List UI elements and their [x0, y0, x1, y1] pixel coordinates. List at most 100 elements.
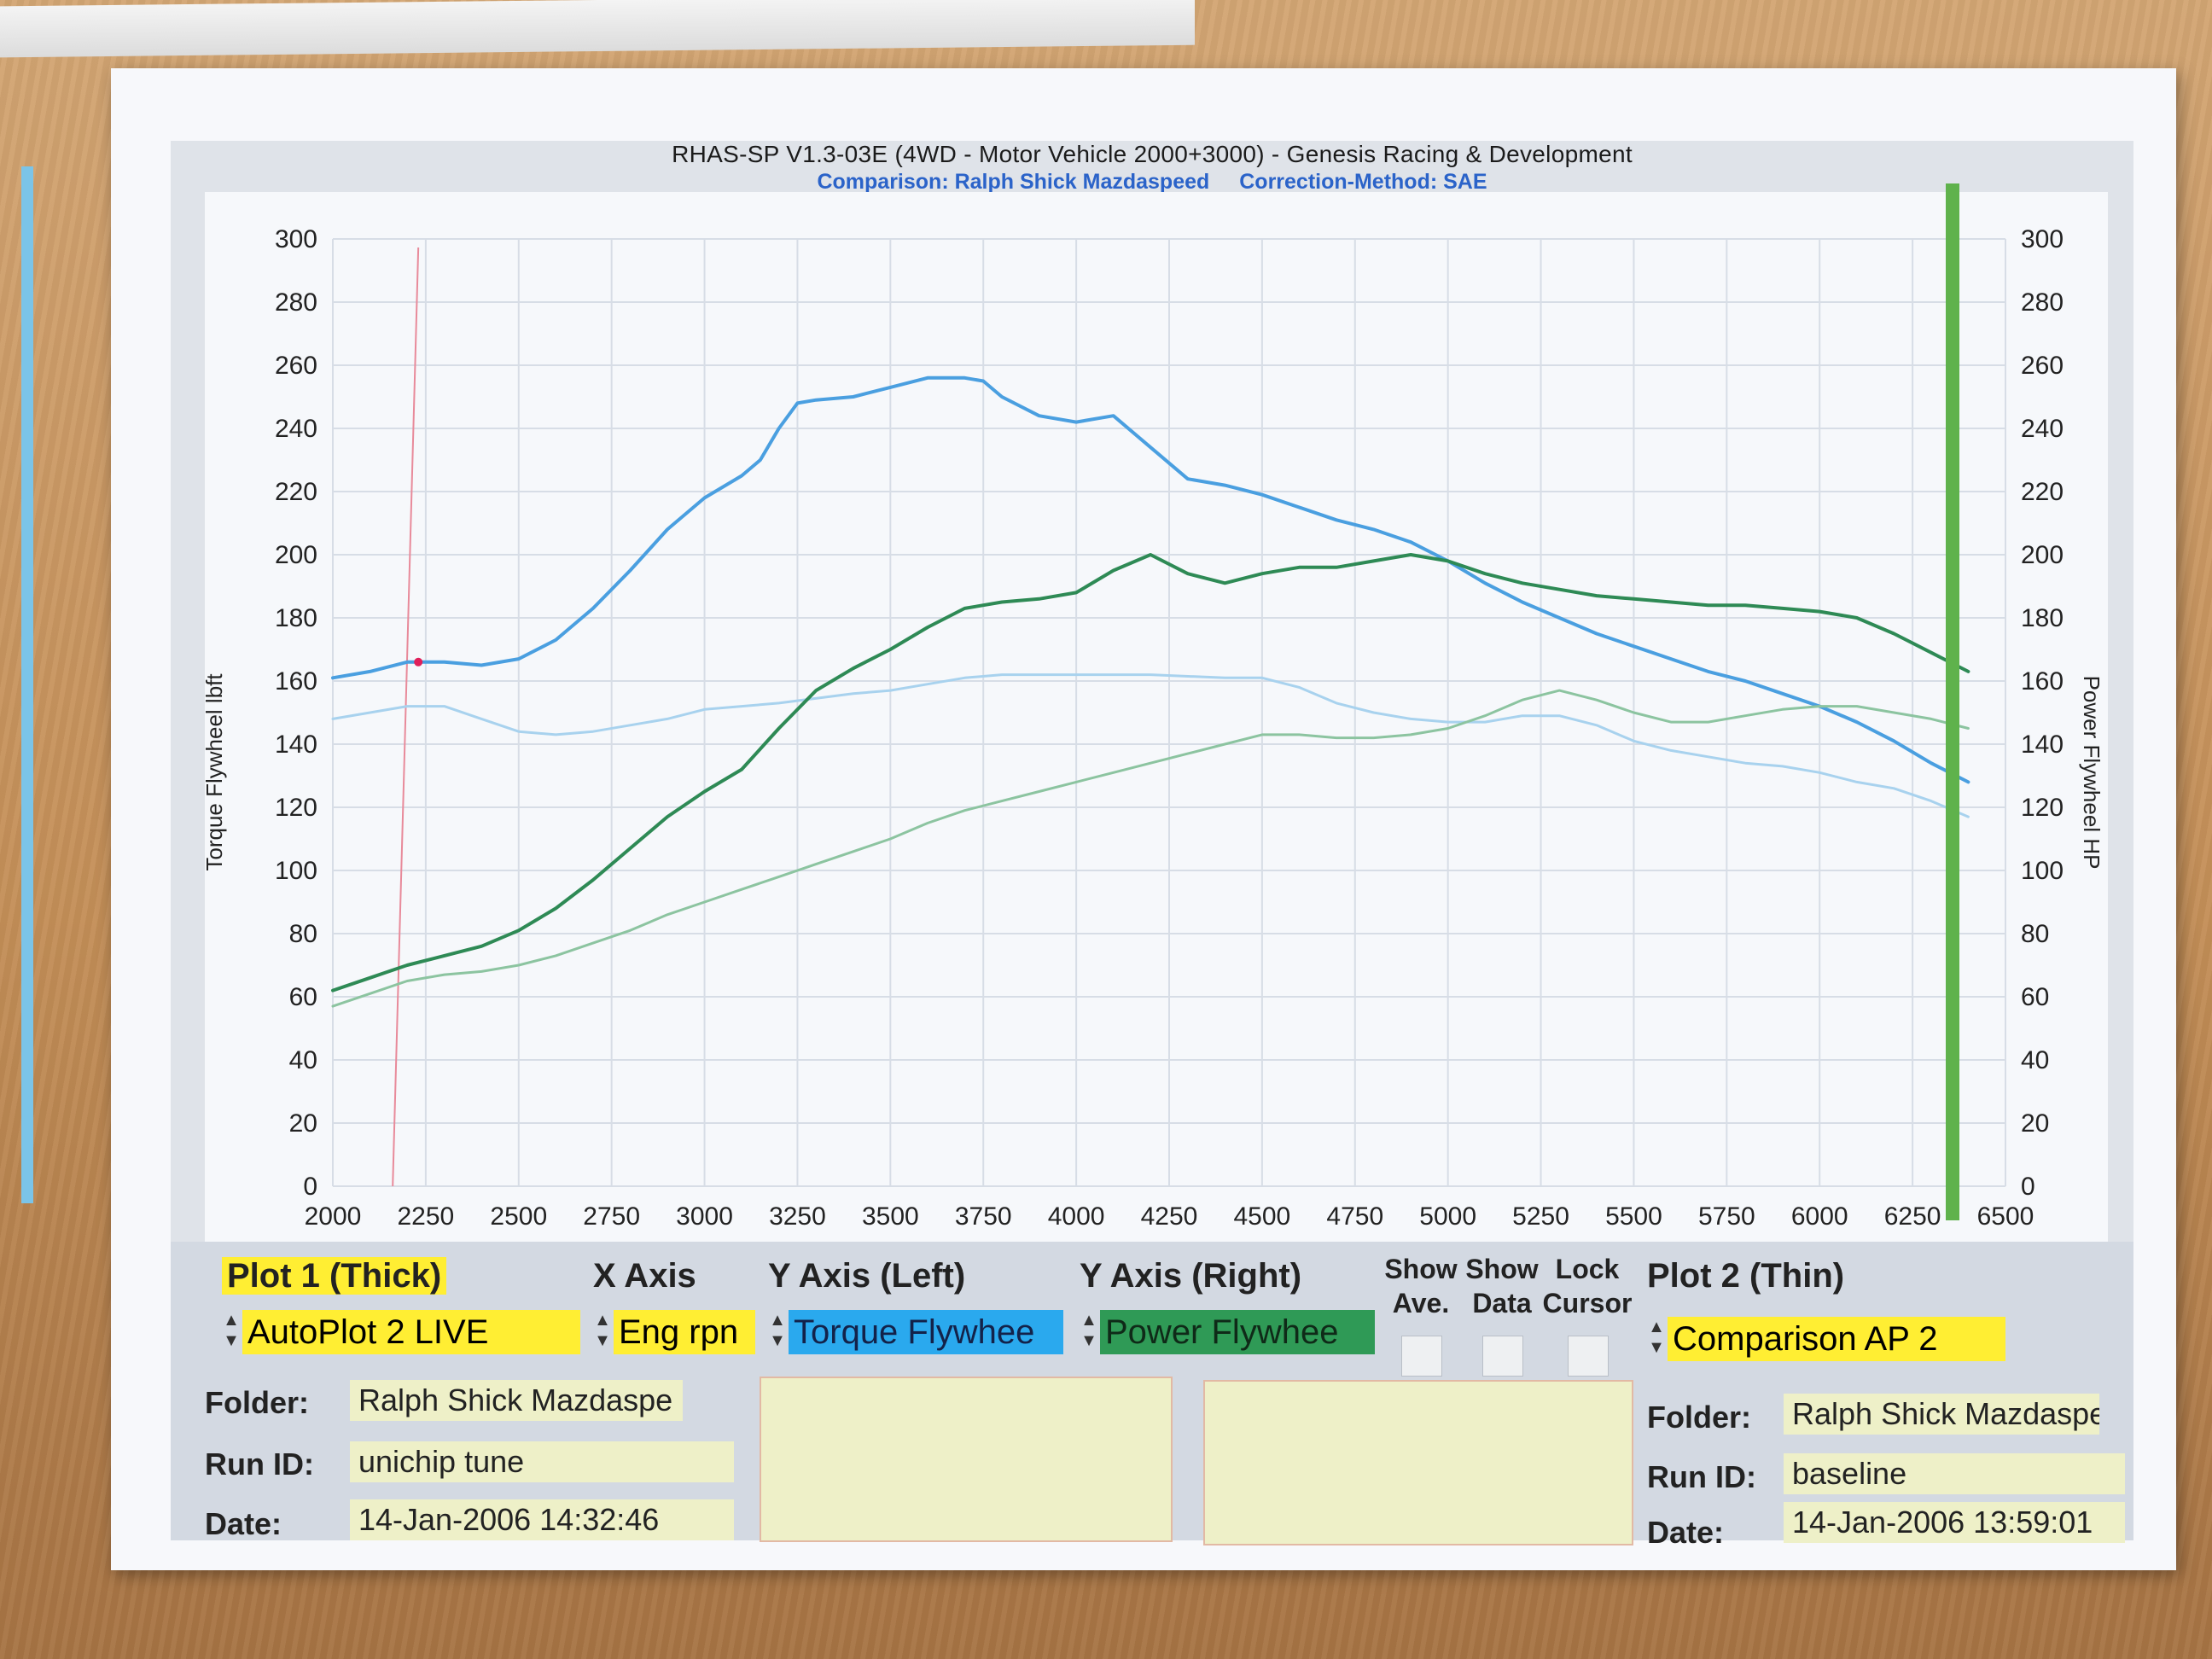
- x-tick-label: 4250: [1141, 1202, 1198, 1231]
- x-tick-label: 5000: [1419, 1202, 1476, 1231]
- x-tick-label: 5750: [1698, 1202, 1755, 1231]
- lock-cursor-checkbox[interactable]: [1568, 1336, 1609, 1377]
- plot2-notes-box[interactable]: [1203, 1380, 1633, 1545]
- y-right-header: Y Axis (Right): [1080, 1257, 1302, 1295]
- y-left-header: Y Axis (Left): [768, 1257, 966, 1295]
- y-right-tick-label: 20: [2021, 1109, 2049, 1138]
- plot2-date-label: Date:: [1647, 1515, 1725, 1550]
- plot2-run-field[interactable]: baseline: [1784, 1453, 2125, 1494]
- y-left-tick-label: 60: [289, 983, 317, 1011]
- x-tick-label: 3750: [955, 1202, 1012, 1231]
- x-tick-label: 2750: [583, 1202, 640, 1231]
- plot2-folder-label: Folder:: [1647, 1400, 1751, 1435]
- y-right-tick-label: 0: [2021, 1173, 2035, 1201]
- power-axis-color-bar: [1946, 183, 1959, 1220]
- plot1-header: Plot 1 (Thick): [222, 1257, 447, 1295]
- plot1-date-label: Date:: [205, 1506, 282, 1541]
- correction-label: Correction-Method: SAE: [1239, 170, 1487, 194]
- plot2-date-field[interactable]: 14-Jan-2006 13:59:01: [1784, 1502, 2125, 1543]
- y-left-tick-label: 280: [275, 288, 317, 317]
- y-left-spinner-icon[interactable]: ▲ ▼: [769, 1311, 786, 1350]
- x-tick-label: 2250: [398, 1202, 455, 1231]
- y-right-tick-label: 140: [2021, 731, 2064, 759]
- y-right-tick-label: 260: [2021, 352, 2064, 380]
- y-right-tick-label: 80: [2021, 920, 2049, 948]
- plot1-date-field[interactable]: 14-Jan-2006 14:32:46: [350, 1499, 734, 1540]
- show-data-label: Show Data: [1465, 1254, 1539, 1318]
- y-right-tick-label: 300: [2021, 225, 2064, 253]
- x-tick-label: 4500: [1234, 1202, 1291, 1231]
- y-right-select[interactable]: Power Flywhee: [1100, 1310, 1375, 1354]
- x-tick-label: 6250: [1884, 1202, 1941, 1231]
- y-right-tick-label: 160: [2021, 667, 2064, 696]
- cursor-marker: [414, 657, 423, 667]
- subtitle: Comparison: Ralph Shick Mazdaspeed Corre…: [171, 170, 2133, 195]
- y-left-axis-label: Torque Flywheel lbft: [205, 673, 227, 871]
- title-bar: RHAS-SP V1.3-03E (4WD - Motor Vehicle 20…: [171, 141, 2133, 195]
- x-tick-label: 6500: [1977, 1202, 2034, 1231]
- lock-cursor-label: Lock Cursor: [1542, 1254, 1633, 1318]
- y-right-tick-label: 220: [2021, 478, 2064, 506]
- plot2-folder-field[interactable]: Ralph Shick Mazdaspe: [1784, 1394, 2099, 1435]
- dyno-chart[interactable]: 2000 2250 2500 2750 3000 3250 3500 3750 4000 4250…: [201, 192, 2108, 1242]
- plot1-run-field[interactable]: unichip tune: [350, 1441, 734, 1482]
- y-right-tick-label: 240: [2021, 415, 2064, 443]
- x-tick-label: 5500: [1605, 1202, 1662, 1231]
- y-right-tick-label: 120: [2021, 794, 2064, 822]
- cursor-line: [392, 247, 420, 1187]
- y-right-tick-label: 60: [2021, 983, 2049, 1011]
- plot2-select[interactable]: Comparison AP 2: [1668, 1317, 2005, 1361]
- y-left-tick-label: 200: [275, 541, 317, 569]
- y-right-tick-label: 100: [2021, 857, 2064, 885]
- dyno-window: RHAS-SP V1.3-03E (4WD - Motor Vehicle 20…: [171, 141, 2133, 1550]
- y-right-tick-label: 180: [2021, 604, 2064, 632]
- series-torque-thick-line: [331, 375, 1970, 784]
- plot1-run-label: Run ID:: [205, 1447, 314, 1481]
- show-data-checkbox[interactable]: [1482, 1336, 1523, 1377]
- y-right-spinner-icon[interactable]: ▲ ▼: [1080, 1311, 1097, 1350]
- series-layer: [331, 247, 1970, 1187]
- x-tick-label: 5250: [1512, 1202, 1569, 1231]
- x-tick-label: 6000: [1791, 1202, 1848, 1231]
- plot2-spinner-icon[interactable]: ▲ ▼: [1648, 1318, 1665, 1357]
- y-right-tick-label: 40: [2021, 1046, 2049, 1074]
- show-ave-label: Show Ave.: [1384, 1254, 1458, 1318]
- y-left-tick-label: 20: [289, 1109, 317, 1138]
- show-ave-checkbox[interactable]: [1401, 1336, 1442, 1377]
- x-axis-spinner-icon[interactable]: ▲ ▼: [594, 1311, 611, 1350]
- y-left-select[interactable]: Torque Flywhee: [789, 1310, 1063, 1354]
- series-torque-thin-line: [331, 673, 1970, 818]
- plot1-folder-field[interactable]: Ralph Shick Mazdaspe: [350, 1380, 683, 1421]
- y-right-tick-label: 280: [2021, 288, 2064, 317]
- y-left-tick-label: 40: [289, 1046, 317, 1074]
- x-tick-label: 2500: [490, 1202, 547, 1231]
- x-tick-label: 3250: [769, 1202, 826, 1231]
- y-left-tick-label: 180: [275, 604, 317, 632]
- series-power-thin-line: [331, 689, 1970, 1008]
- window-title: RHAS-SP V1.3-03E (4WD - Motor Vehicle 20…: [672, 141, 1633, 167]
- torque-axis-color-bar: [21, 166, 33, 1203]
- y-left-tick-label: 100: [275, 857, 317, 885]
- y-right-axis-label: Power Flywheel HP: [2079, 676, 2104, 870]
- y-left-tick-label: 80: [289, 920, 317, 948]
- y-left-tick-label: 160: [275, 667, 317, 696]
- plot1-select[interactable]: AutoPlot 2 LIVE: [242, 1310, 580, 1354]
- x-axis-header: X Axis: [593, 1257, 696, 1295]
- x-tick-label: 4750: [1326, 1202, 1383, 1231]
- comparison-label: Comparison: Ralph Shick Mazdaspeed: [817, 170, 1210, 194]
- plot1-notes-box[interactable]: [760, 1377, 1173, 1542]
- y-right-tick-label: 200: [2021, 541, 2064, 569]
- plot1-spinner-icon[interactable]: ▲ ▼: [223, 1311, 240, 1350]
- x-axis-select[interactable]: Eng rpn: [614, 1310, 755, 1354]
- x-tick-label: 4000: [1048, 1202, 1105, 1231]
- plot-area[interactable]: 2000 2250 2500 2750 3000 3250 3500 3750 4000 4250…: [201, 192, 2108, 1242]
- y-left-tick-label: 120: [275, 794, 317, 822]
- y-left-tick-label: 260: [275, 352, 317, 380]
- series-power-thick-line: [331, 553, 1970, 992]
- plot2-run-label: Run ID:: [1647, 1459, 1756, 1494]
- y-left-tick-label: 0: [303, 1173, 317, 1201]
- y-left-tick-label: 220: [275, 478, 317, 506]
- y-left-tick-label: 140: [275, 731, 317, 759]
- ticks: 2000 2250 2500 2750 3000 3250 3500 3750 4000 4250…: [275, 225, 2064, 1231]
- y-left-tick-label: 240: [275, 415, 317, 443]
